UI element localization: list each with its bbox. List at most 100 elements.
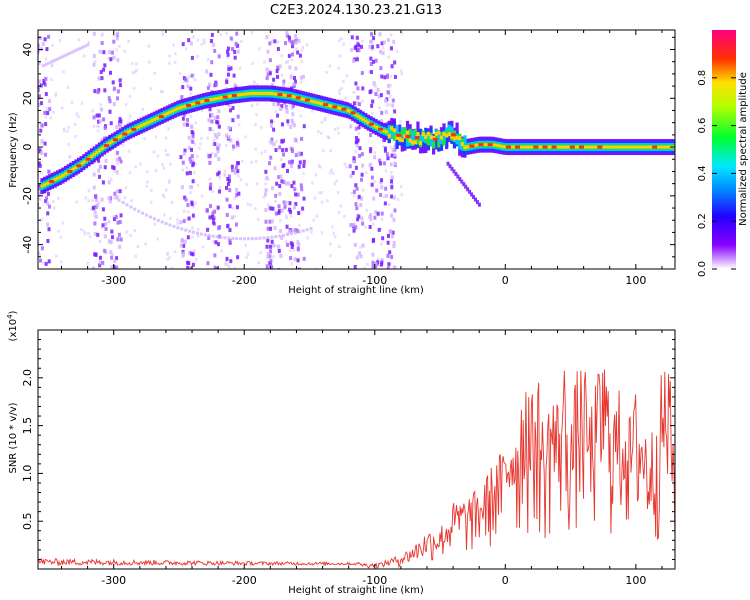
- spectrogram-cell: [353, 45, 357, 50]
- spectrogram-cell: [112, 102, 116, 107]
- spectrogram-cell: [369, 62, 373, 67]
- ridge-cell: [228, 94, 232, 98]
- spectrogram-cell: [40, 141, 44, 145]
- spectrogram-cell: [339, 204, 343, 208]
- spectrogram-cell: [393, 208, 397, 213]
- spectrogram-cell: [189, 251, 193, 256]
- spectrogram-cell: [310, 230, 313, 234]
- spectrogram-cell: [215, 135, 219, 140]
- spectrogram-cell: [233, 55, 237, 60]
- spectrogram-cell: [385, 152, 389, 157]
- spectrogram-cell: [190, 154, 194, 159]
- spectrogram-cell: [214, 240, 218, 245]
- spectrogram-cell: [374, 262, 378, 267]
- spectrogram-cell: [320, 191, 323, 195]
- spectrogram-cell: [185, 171, 189, 176]
- spectrogram-cell: [369, 213, 373, 218]
- spectrogram-cell: [48, 98, 52, 103]
- spectrogram-cell: [388, 103, 391, 107]
- spectrogram-cell: [224, 260, 228, 264]
- spectrogram-cell: [62, 70, 65, 74]
- spectrogram-cell: [278, 219, 282, 223]
- spectrogram-cell: [91, 109, 94, 113]
- ridge-cell: [661, 145, 665, 149]
- spectrogram-cell: [294, 40, 298, 45]
- ridge-cell: [494, 143, 498, 147]
- spectrogram-cell: [280, 235, 284, 240]
- spectrogram-cell: [281, 148, 285, 153]
- ridge-cell: [364, 119, 368, 123]
- ridge-cell: [392, 128, 397, 133]
- spectrogram-cell: [358, 146, 362, 151]
- ridge-cell: [445, 133, 449, 138]
- spectrogram-cell: [87, 40, 91, 44]
- spectrogram-cell: [118, 78, 122, 83]
- spectrogram-cell: [54, 93, 57, 97]
- spectrogram-cell: [342, 42, 345, 46]
- ridge-cell: [434, 132, 438, 136]
- spectrogram-cell: [234, 45, 238, 49]
- spectrogram-cell: [214, 153, 218, 158]
- spectrogram-cell: [358, 153, 362, 158]
- spectrogram-cell: [148, 60, 151, 64]
- spectrogram-cell: [118, 244, 122, 249]
- spectrogram-cell: [192, 171, 196, 175]
- ridge-peak-cell: [85, 157, 91, 161]
- spectrogram-cell: [236, 169, 240, 174]
- spectrogram-cell: [369, 56, 373, 61]
- spectrogram-cell: [258, 236, 262, 240]
- spectrogram-cell: [189, 92, 193, 96]
- ridge-cell: [275, 92, 279, 96]
- spectrogram-cell: [266, 72, 270, 77]
- spectrogram-cell: [123, 49, 127, 53]
- spectrogram-cell: [103, 248, 107, 253]
- spectrogram-cell: [209, 182, 213, 187]
- x-tick-label: 0: [502, 574, 509, 587]
- spectrogram-cell: [74, 134, 77, 138]
- spectrogram-cell: [369, 217, 373, 222]
- spectrogram-cell: [262, 195, 266, 199]
- spectrogram-cell: [179, 155, 183, 160]
- x-tick-label: 100: [625, 574, 646, 587]
- spectrogram-cell: [109, 121, 113, 126]
- spectrogram-cell: [353, 194, 356, 198]
- snr-series-line: [38, 369, 675, 569]
- spectrogram-cell: [103, 125, 107, 130]
- spectrogram-cell: [229, 138, 233, 143]
- spectrogram-cell: [263, 192, 267, 197]
- ridge-cell: [424, 135, 428, 139]
- spectrogram-cell: [118, 83, 122, 88]
- ridge-cell: [100, 147, 104, 151]
- spectrogram-cell: [189, 190, 192, 194]
- spectrogram-cell: [83, 54, 86, 58]
- ridge-cell: [405, 130, 410, 135]
- spectrogram-cell: [233, 196, 237, 200]
- ridge-cell: [249, 91, 253, 95]
- spectrogram-cell: [351, 170, 355, 175]
- spectrogram-cell: [338, 54, 342, 58]
- spectrogram-cell: [229, 108, 233, 113]
- spectrogram-cell: [225, 133, 229, 138]
- x-tick-label: -200: [232, 274, 257, 287]
- spectrogram-cell: [286, 208, 290, 212]
- spectrogram-cell: [280, 122, 284, 127]
- spectrogram-cell: [276, 244, 280, 249]
- spectrogram-cell: [349, 124, 353, 129]
- spectrogram-cell: [300, 136, 304, 141]
- ridge-cell: [309, 99, 313, 103]
- ridge-cell: [413, 129, 417, 136]
- spectrogram-cell: [389, 162, 393, 167]
- spectrogram-cell: [141, 107, 144, 111]
- ridge-cell: [191, 102, 196, 106]
- spectrogram-cell: [81, 45, 85, 49]
- spectrogram-cell: [370, 44, 374, 49]
- spectrogram-cell: [370, 32, 374, 37]
- spectrogram-cell: [109, 250, 113, 255]
- spectrogram-cell: [289, 232, 293, 236]
- spectrogram-cell: [202, 38, 206, 42]
- spectrogram-cell: [207, 234, 211, 238]
- spectrogram-cell: [299, 80, 303, 84]
- spectrogram-cell: [41, 64, 45, 68]
- colorbar-ticks: 0.0 0.2 0.4 0.6 0.8: [697, 70, 736, 277]
- spectrogram-cell: [277, 248, 281, 253]
